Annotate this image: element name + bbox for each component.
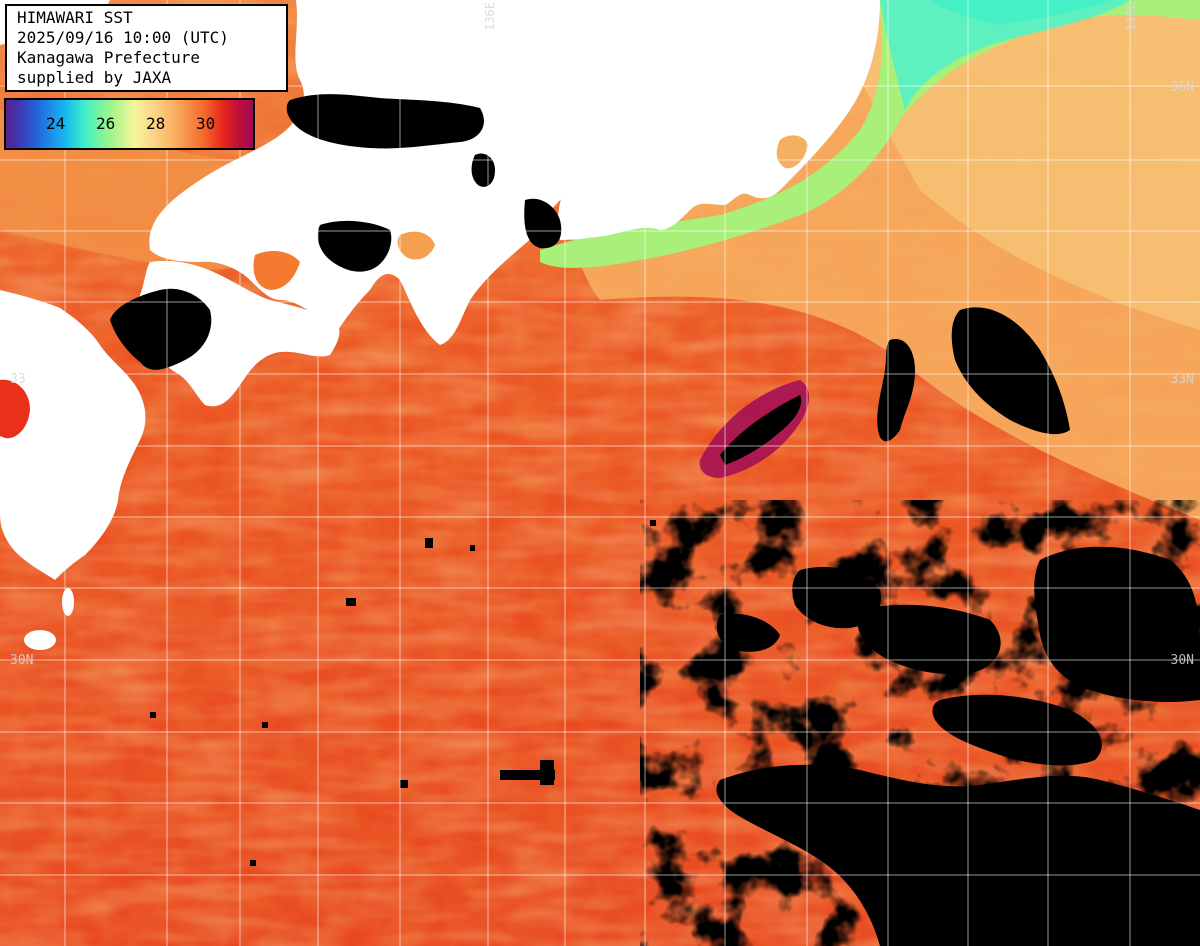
legend-tick-30: 30 (196, 114, 216, 133)
lon-label-140e: 140E (1124, 2, 1138, 31)
lat-label-30n-right: 30N (1170, 653, 1194, 668)
title-box: HIMAWARI SST 2025/09/16 10:00 (UTC) Kana… (5, 4, 288, 92)
credit-label: supplied by JAXA (17, 68, 172, 87)
legend-tick-26: 26 (96, 114, 116, 133)
clouds-over-land (110, 94, 562, 370)
timestamp: 2025/09/16 10:00 (UTC) (17, 28, 229, 47)
lat-label-36n: 36N (1170, 80, 1194, 95)
lat-label-33-left: 33 (10, 372, 26, 387)
lat-label-33n: 33N (1170, 372, 1194, 387)
product-title: HIMAWARI SST (17, 8, 133, 27)
lon-label-136e: 136E (483, 2, 497, 31)
legend-tick-28: 28 (146, 114, 166, 133)
cool-coastal-water (540, 0, 1200, 268)
lat-label-30n-left: 30N (10, 653, 34, 668)
color-legend: 24 26 28 30 (4, 98, 255, 150)
cloud-speckles (150, 520, 786, 886)
region-label: Kanagawa Prefecture (17, 48, 201, 67)
legend-tick-24: 24 (46, 114, 66, 133)
